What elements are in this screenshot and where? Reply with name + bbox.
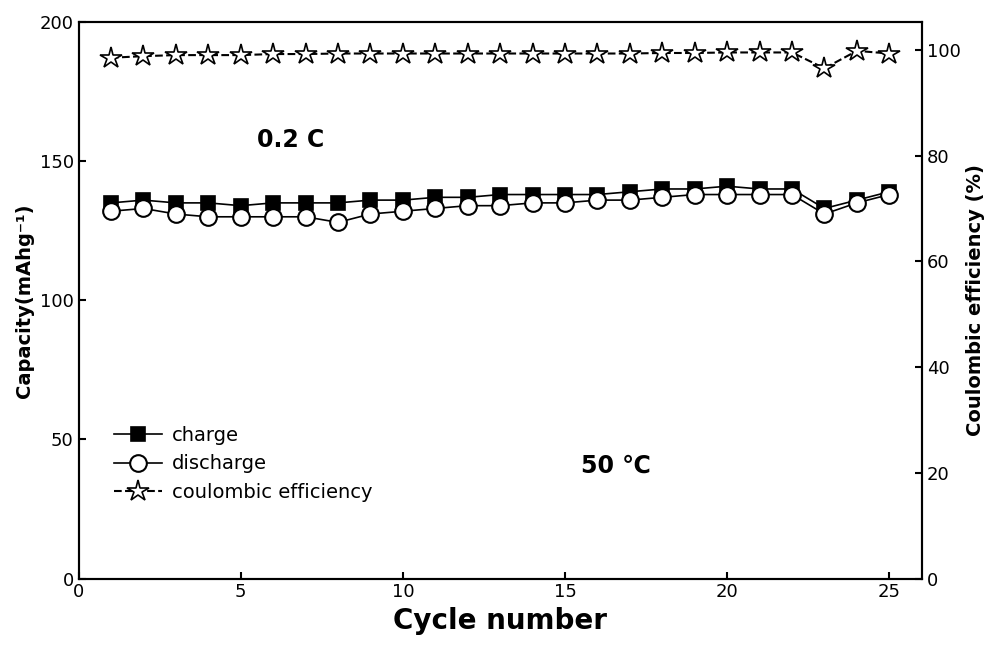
charge (786, 185, 798, 193)
Line: discharge: discharge (103, 186, 898, 231)
charge (818, 205, 830, 213)
coulombic efficiency (170, 51, 182, 59)
discharge (105, 207, 117, 215)
coulombic efficiency (818, 64, 830, 72)
Y-axis label: Coulombic efficiency (%): Coulombic efficiency (%) (966, 164, 985, 436)
discharge (137, 205, 149, 213)
charge (332, 199, 344, 207)
coulombic efficiency (527, 49, 539, 57)
coulombic efficiency (267, 50, 279, 58)
discharge (689, 190, 701, 198)
charge (721, 182, 733, 190)
coulombic efficiency (883, 49, 895, 57)
charge (754, 185, 766, 193)
charge (851, 196, 863, 204)
coulombic efficiency (689, 49, 701, 57)
discharge (883, 190, 895, 198)
charge (300, 199, 312, 207)
discharge (170, 210, 182, 218)
coulombic efficiency (429, 49, 441, 57)
coulombic efficiency (397, 49, 409, 57)
coulombic efficiency (754, 49, 766, 57)
coulombic efficiency (721, 49, 733, 57)
charge (235, 202, 247, 209)
charge (656, 185, 668, 193)
charge (462, 194, 474, 202)
discharge (494, 202, 506, 209)
coulombic efficiency (202, 51, 214, 59)
charge (137, 196, 149, 204)
discharge (624, 196, 636, 204)
discharge (721, 190, 733, 198)
discharge (202, 213, 214, 221)
coulombic efficiency (656, 49, 668, 57)
Line: charge: charge (104, 179, 896, 215)
charge (105, 199, 117, 207)
Line: coulombic efficiency: coulombic efficiency (100, 40, 900, 79)
X-axis label: Cycle number: Cycle number (393, 607, 607, 635)
discharge (235, 213, 247, 221)
discharge (300, 213, 312, 221)
discharge (786, 190, 798, 198)
discharge (527, 199, 539, 207)
coulombic efficiency (364, 49, 376, 57)
charge (267, 199, 279, 207)
discharge (754, 190, 766, 198)
charge (364, 196, 376, 204)
Text: 50 ℃: 50 ℃ (581, 454, 651, 478)
coulombic efficiency (235, 51, 247, 59)
discharge (559, 199, 571, 207)
coulombic efficiency (851, 47, 863, 55)
discharge (364, 210, 376, 218)
coulombic efficiency (137, 52, 149, 60)
coulombic efficiency (105, 54, 117, 62)
charge (624, 188, 636, 196)
charge (689, 185, 701, 193)
coulombic efficiency (591, 49, 603, 57)
coulombic efficiency (300, 50, 312, 58)
charge (559, 190, 571, 198)
coulombic efficiency (462, 49, 474, 57)
coulombic efficiency (494, 49, 506, 57)
charge (202, 199, 214, 207)
discharge (429, 205, 441, 213)
discharge (656, 194, 668, 202)
discharge (397, 207, 409, 215)
discharge (267, 213, 279, 221)
charge (591, 190, 603, 198)
charge (494, 190, 506, 198)
charge (883, 188, 895, 196)
charge (527, 190, 539, 198)
discharge (818, 210, 830, 218)
coulombic efficiency (559, 49, 571, 57)
charge (397, 196, 409, 204)
coulombic efficiency (332, 49, 344, 57)
coulombic efficiency (786, 49, 798, 57)
Y-axis label: Capacity(mAhg⁻¹): Capacity(mAhg⁻¹) (15, 203, 34, 398)
charge (429, 194, 441, 202)
discharge (462, 202, 474, 209)
Text: 0.2 C: 0.2 C (257, 128, 324, 152)
discharge (851, 199, 863, 207)
discharge (591, 196, 603, 204)
discharge (332, 218, 344, 226)
coulombic efficiency (624, 49, 636, 57)
Legend: charge, discharge, coulombic efficiency: charge, discharge, coulombic efficiency (114, 426, 372, 502)
charge (170, 199, 182, 207)
